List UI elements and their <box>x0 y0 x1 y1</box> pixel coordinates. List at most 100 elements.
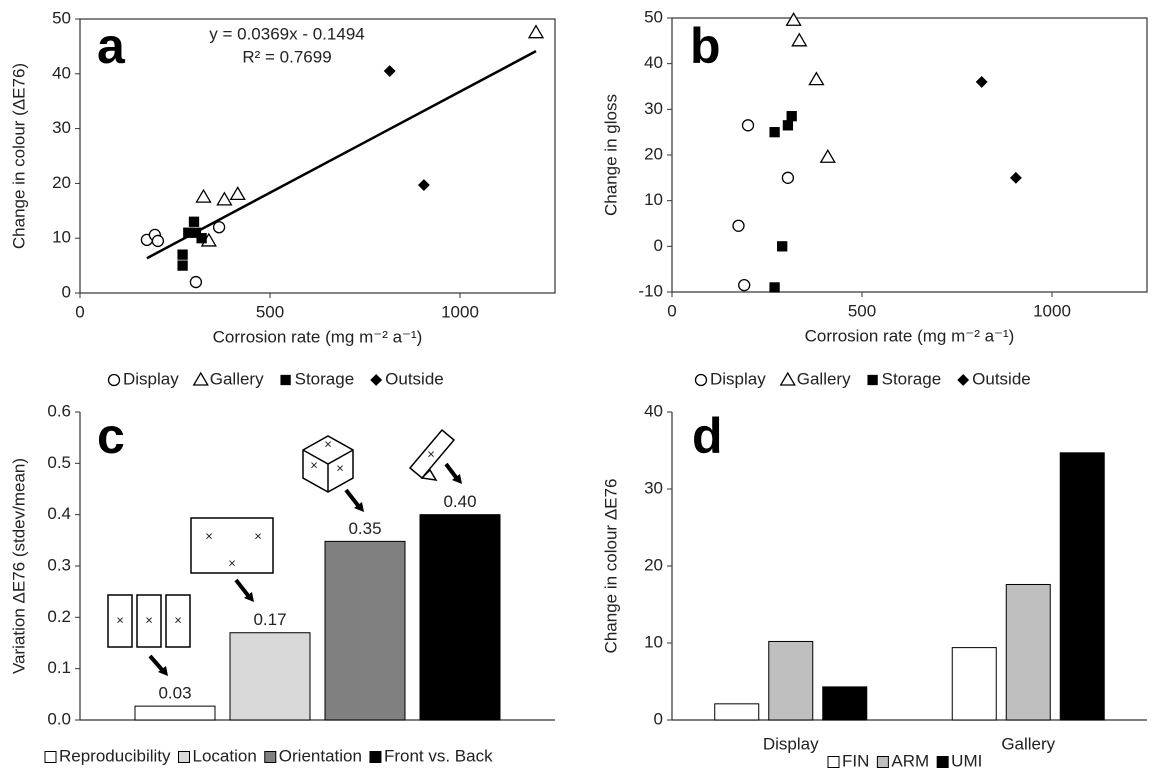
y-tick-label: 0.5 <box>47 453 71 472</box>
icon <box>408 428 456 480</box>
y-tick-label: 30 <box>52 118 71 137</box>
point <box>527 24 545 39</box>
x-tick-label: 500 <box>256 302 284 321</box>
legend-label: UMI <box>951 751 982 770</box>
y-tick-label: 0.3 <box>47 555 71 574</box>
y-tick-label: 50 <box>52 8 71 27</box>
icon-mark: × <box>205 528 213 543</box>
bar <box>714 703 760 721</box>
y-tick-label: 0 <box>654 236 663 255</box>
legend-marker <box>867 374 878 386</box>
legend-label: Storage <box>295 369 355 388</box>
icon <box>107 594 133 648</box>
bar <box>822 686 868 721</box>
y-tick-label: 40 <box>644 53 663 72</box>
arrow-head <box>158 666 168 676</box>
panel-label: a <box>97 18 126 74</box>
point <box>777 241 788 252</box>
y-axis-label: Change in gloss <box>601 94 620 216</box>
bar <box>768 640 814 721</box>
icon-mark: × <box>228 555 236 570</box>
point <box>782 120 794 131</box>
legend-label: Display <box>710 369 766 388</box>
point <box>383 65 396 77</box>
point <box>769 282 780 293</box>
x-tick-label: 0 <box>75 302 84 321</box>
x-tick-label: Gallery <box>1001 734 1055 753</box>
point <box>189 275 203 289</box>
y-tick-label: 40 <box>644 401 663 420</box>
x-tick-label: 0 <box>667 301 676 320</box>
y-tick-label: 0 <box>62 282 71 301</box>
point <box>151 234 165 248</box>
annotation: y = 0.0369x - 0.1494 <box>209 24 364 43</box>
x-axis-label: Corrosion rate (mg m⁻² a⁻¹) <box>213 327 423 346</box>
legend-swatch <box>369 751 382 763</box>
legend-swatch <box>827 756 840 768</box>
y-tick-label: 0.0 <box>47 709 71 728</box>
legend-label: FIN <box>842 751 869 770</box>
point <box>738 278 751 292</box>
point <box>1009 171 1022 184</box>
legend-marker <box>957 374 970 386</box>
legend-label: Reproducibility <box>59 746 171 765</box>
legend-marker <box>779 371 796 386</box>
point <box>417 179 430 191</box>
icon <box>302 435 354 493</box>
point <box>216 191 233 206</box>
y-tick-label: 30 <box>644 478 663 497</box>
legend-swatch <box>876 756 889 768</box>
value-label: 0.17 <box>253 610 286 629</box>
y-tick-label: 20 <box>644 144 663 163</box>
icon-mark: × <box>145 612 153 627</box>
icon-mark: × <box>254 528 262 543</box>
x-tick-label: 500 <box>848 301 876 320</box>
bar <box>1059 452 1105 721</box>
point <box>212 221 226 234</box>
y-axis-label: Change in colour ΔE76 <box>601 479 620 654</box>
icon-mark: × <box>427 446 435 461</box>
legend-label: Display <box>123 369 179 388</box>
point <box>781 171 795 184</box>
plot-frame <box>671 17 1148 293</box>
legend-swatch <box>264 751 277 763</box>
legend-marker <box>280 374 291 386</box>
legend-label: Location <box>193 746 257 765</box>
point <box>808 71 825 86</box>
y-tick-label: 40 <box>52 63 71 82</box>
legend-marker <box>107 373 121 387</box>
y-tick-label: 0.1 <box>47 658 71 677</box>
point <box>177 260 188 271</box>
y-tick-label: 10 <box>644 190 663 209</box>
point <box>732 219 745 232</box>
orientation-icons: × × × × × × × × × × <box>107 428 462 676</box>
icon <box>190 517 274 574</box>
icon-mark: × <box>336 460 344 475</box>
icon <box>136 594 162 648</box>
icon <box>420 468 438 481</box>
x-axis-label: Corrosion rate (mg m⁻² a⁻¹) <box>805 326 1015 345</box>
y-tick-label: 0.4 <box>47 504 71 523</box>
legend-label: Orientation <box>279 746 362 765</box>
legend-label: Storage <box>882 369 942 388</box>
y-tick-label: 10 <box>52 228 71 247</box>
bar <box>1005 583 1051 721</box>
value-label: 0.03 <box>158 684 191 703</box>
bar <box>419 514 501 721</box>
icon-mark: × <box>324 436 332 451</box>
annotation: R² = 0.7699 <box>242 47 331 66</box>
point <box>769 127 780 138</box>
legend-swatch <box>44 751 57 763</box>
y-tick-label: 10 <box>644 632 663 651</box>
legend-label: ARM <box>891 751 929 770</box>
bar <box>951 647 997 721</box>
panel-label: d <box>692 408 723 464</box>
arrow <box>344 488 362 510</box>
y-tick-label: 30 <box>644 99 663 118</box>
point <box>196 233 207 244</box>
y-axis-label: Variation ΔE76 (stdev/mean) <box>9 458 28 674</box>
point <box>177 249 188 260</box>
legend-swatch <box>178 751 190 763</box>
legend-label: Gallery <box>797 369 851 388</box>
